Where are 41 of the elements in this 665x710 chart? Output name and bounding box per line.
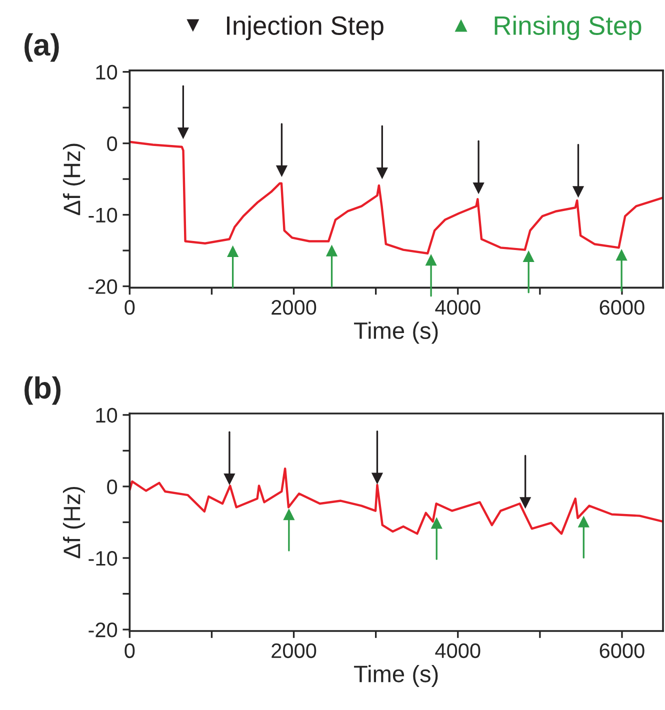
legend-label: Rinsing Step <box>494 16 642 40</box>
point <box>326 244 338 256</box>
point <box>227 245 239 258</box>
x-axis-title: Time (s) <box>354 664 438 687</box>
point <box>376 168 388 180</box>
y-tick-label: 10 <box>96 408 118 423</box>
x-tick-label: 2000 <box>272 300 316 315</box>
point <box>430 517 442 529</box>
legend-label: Injection Step <box>227 16 384 40</box>
y-axis-title: Δf (Hz) <box>62 486 85 558</box>
point <box>520 497 532 509</box>
y-tick-label: -20 <box>88 279 118 294</box>
y-tick-label: 10 <box>96 64 118 80</box>
y-tick-label: 0 <box>107 136 118 152</box>
x-tick-label: 4000 <box>435 643 480 658</box>
point <box>578 516 590 528</box>
y-axis-title: Δf (Hz) <box>62 144 85 216</box>
point <box>224 474 236 486</box>
x-tick-label: 4000 <box>435 300 480 315</box>
x-tick-label: 0 <box>124 643 135 658</box>
point <box>425 254 437 266</box>
x-axis-title: Time (s) <box>354 322 438 344</box>
point <box>177 128 189 140</box>
y-tick-label: -10 <box>88 208 118 223</box>
point <box>522 250 534 262</box>
y-tick-label: 0 <box>107 479 118 494</box>
line-series <box>130 467 664 535</box>
point <box>371 472 384 484</box>
x-tick-label: 6000 <box>600 643 644 658</box>
point <box>276 165 288 178</box>
point <box>572 186 584 198</box>
y-tick-label: -20 <box>88 622 118 638</box>
point <box>283 508 295 520</box>
y-tick-label: -10 <box>88 551 118 566</box>
x-tick-label: 0 <box>124 300 135 315</box>
x-tick-label: 6000 <box>600 300 644 315</box>
text: (b) <box>24 376 61 405</box>
text: (a) <box>24 33 59 62</box>
point <box>616 249 628 261</box>
x-tick-label: 2000 <box>272 643 316 658</box>
point <box>472 182 484 194</box>
